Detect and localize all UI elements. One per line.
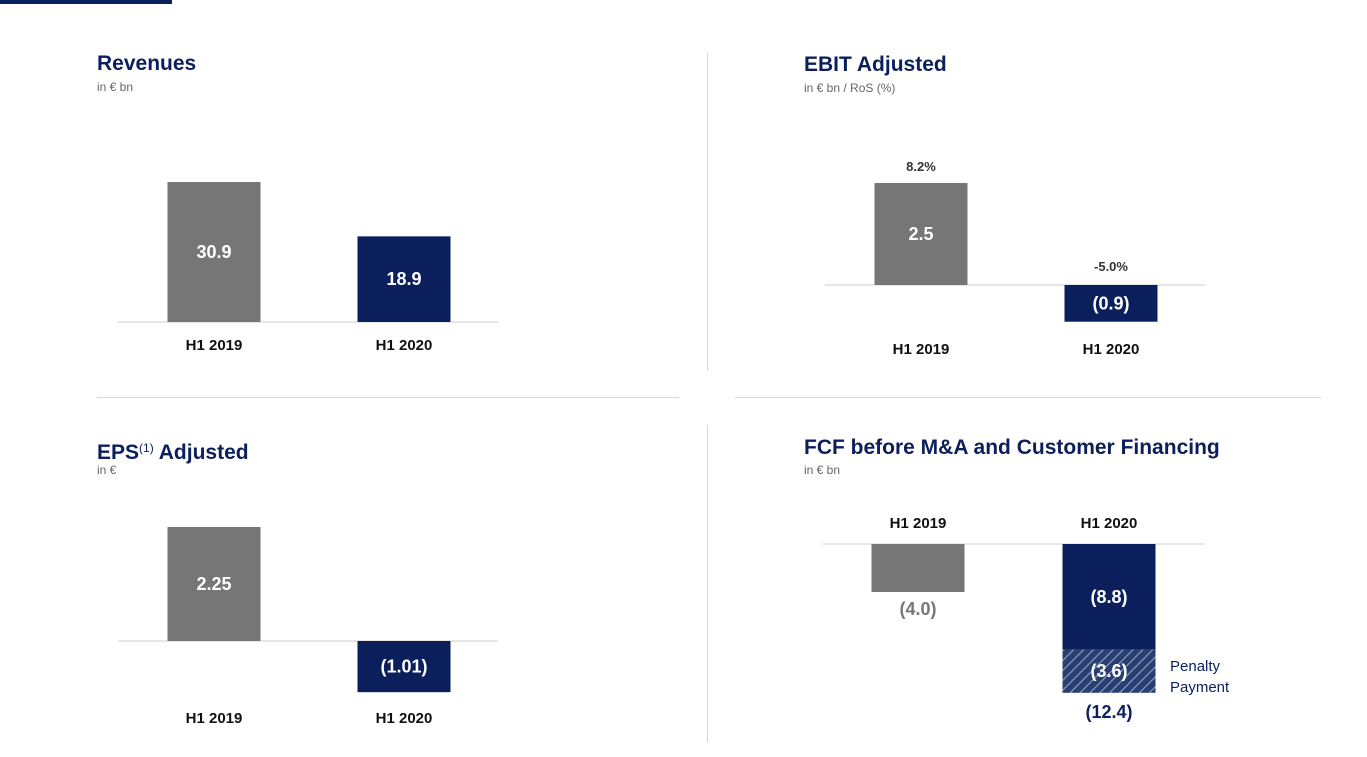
eps-title-rest: Adjusted — [153, 441, 249, 464]
divider-horizontal-right — [735, 397, 1321, 398]
eps-category-label-0: H1 2019 — [186, 710, 243, 727]
fcf-bar-h1-2020-main — [1062, 544, 1156, 650]
ebit-category-label-0: H1 2019 — [893, 341, 950, 358]
eps-subtitle: in € — [97, 463, 117, 477]
fcf-subtitle: in € bn — [804, 463, 841, 477]
ebit-bar-label-1: (0.9) — [1092, 293, 1129, 313]
fcf-bar-h1-2020-penalty — [1062, 649, 1156, 693]
fcf-annotation-line-2: Payment — [1170, 679, 1230, 696]
revenues-subtitle: in € bn — [97, 80, 134, 94]
ebit-bar-0 — [874, 183, 968, 285]
ebit-ros-label-0: 8.2% — [906, 159, 936, 174]
ebit-bar-label-0: 2.5 — [908, 224, 933, 244]
divider-horizontal-left — [97, 397, 679, 398]
fcf-bar-label-h1-2020-penalty: (3.6) — [1090, 661, 1127, 681]
divider-vertical-bottom — [707, 425, 708, 742]
eps-category-label-1: H1 2020 — [376, 710, 433, 727]
ebit-subtitle: in € bn / RoS (%) — [804, 81, 896, 95]
eps-bar-label-1: (1.01) — [380, 657, 427, 677]
fcf-total-label: (12.4) — [1085, 702, 1132, 722]
eps-bar-0 — [167, 527, 261, 641]
revenues-bar-0 — [167, 182, 261, 322]
fcf-category-label-1: H1 2020 — [1081, 515, 1138, 532]
revenues-bar-1 — [357, 236, 451, 322]
ebit-bar-1 — [1064, 285, 1158, 322]
eps-title: EPS(1) Adjusted — [97, 436, 249, 465]
eps-bar-label-0: 2.25 — [196, 574, 231, 594]
eps-title-main: EPS — [97, 441, 140, 464]
header-accent-bar — [0, 0, 172, 4]
fcf-category-label-0: H1 2019 — [890, 515, 947, 532]
revenues-category-label-0: H1 2019 — [186, 337, 243, 354]
revenues-bar-label-0: 30.9 — [196, 242, 231, 262]
divider-vertical-top — [707, 53, 708, 370]
fcf-title: FCF before M&A and Customer Financing — [804, 436, 1220, 459]
ebit-category-label-1: H1 2020 — [1083, 341, 1140, 358]
ebit-title: EBIT Adjusted — [804, 53, 947, 76]
fcf-bar-h1-2019 — [871, 544, 965, 592]
revenues-title: Revenues — [97, 52, 197, 75]
fcf-annotation-line-1: Penalty — [1170, 658, 1221, 675]
fcf-bar-label-h1-2019: (4.0) — [899, 599, 936, 619]
revenues-bar-label-1: 18.9 — [386, 269, 421, 289]
eps-footnote-marker: (1) — [139, 441, 154, 455]
revenues-category-label-1: H1 2020 — [376, 337, 433, 354]
eps-bar-1 — [357, 641, 451, 693]
fcf-bar-label-h1-2020-main: (8.8) — [1090, 587, 1127, 607]
ebit-ros-label-1: -5.0% — [1094, 259, 1128, 274]
